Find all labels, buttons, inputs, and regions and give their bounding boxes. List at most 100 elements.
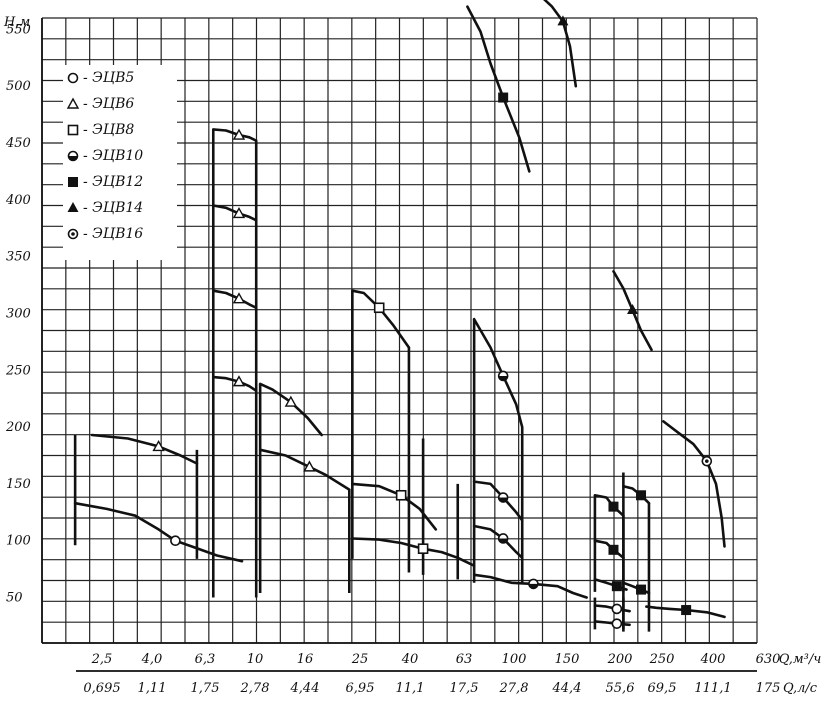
curve-half-circle (472, 480, 524, 522)
marker-open-square (373, 302, 385, 314)
marker-dot-circle-dot (705, 459, 709, 463)
marker-open-triangle (152, 439, 165, 452)
x-tick-label-m3h: 630 (756, 652, 781, 667)
x-tick-label-ls: 44,4 (552, 681, 582, 696)
curve-open-circle (593, 604, 631, 613)
x-tick-label-ls: 17,5 (450, 681, 479, 696)
marker-open-triangle (232, 128, 246, 140)
legend-label: - ЭЦВ6 (83, 96, 134, 112)
y-axis-label: H,м (3, 15, 30, 30)
x-tick-label-m3h: 200 (607, 652, 633, 667)
y-tick-label: 150 (6, 477, 31, 492)
marker-open-circle (170, 535, 181, 547)
curve-open-triangle (212, 289, 258, 310)
legend: - ЭЦВ5 - ЭЦВ6 - ЭЦВ8 - ЭЦВ10 - ЭЦВ12 - ЭЦВ14 -… (63, 65, 177, 260)
x-axis-label-m3h: Q,м³/ч (779, 652, 822, 667)
legend-label: - ЭЦВ10 (83, 148, 143, 164)
y-tick-label: 300 (6, 306, 31, 321)
legend-label: - ЭЦВ14 (83, 200, 143, 216)
curve-filled-square (466, 5, 531, 173)
curve-open-square (350, 537, 476, 568)
marker-open-square (67, 124, 79, 136)
y-tick-label: 350 (6, 250, 31, 265)
x-tick-label-m3h: 10 (247, 652, 264, 667)
x-tick-label-ls: 0,695 (83, 681, 120, 696)
legend-box (63, 65, 177, 260)
y-tick-label: 200 (5, 420, 31, 435)
curve-dot-circle (662, 420, 726, 548)
axes (41, 18, 757, 672)
x-tick-label-ls: 11,1 (396, 681, 425, 696)
marker-filled-square (636, 584, 647, 595)
marker-open-triangle (66, 97, 80, 109)
marker-open-square (395, 489, 407, 501)
x-tick-label-ls: 1,75 (191, 681, 220, 696)
marker-half-circle-fill (68, 156, 78, 161)
y-tick-label: 50 (6, 591, 23, 606)
marker-half-circle-fill (528, 583, 538, 589)
marker-filled-square (681, 605, 692, 616)
marker-half-circle-fill (498, 538, 508, 543)
marker-filled-triangle (627, 304, 639, 315)
x-tick-label-m3h: 40 (401, 652, 419, 667)
legend-label: - ЭЦВ5 (83, 70, 134, 86)
marker-open-square (417, 543, 429, 554)
marker-filled-square (611, 581, 622, 592)
marker-open-triangle (284, 395, 298, 407)
curve-open-circle (73, 501, 244, 563)
marker-filled-square (608, 544, 619, 555)
curve-half-circle (472, 317, 524, 429)
x-tick-label-ls: 1,11 (138, 681, 167, 696)
legend-label: - ЭЦВ8 (83, 122, 134, 138)
x-tick-label-ls: 2,78 (240, 681, 270, 696)
curve-open-triangle (90, 433, 199, 465)
x-tick-label-m3h: 63 (456, 652, 473, 667)
curve-open-triangle (258, 382, 324, 437)
marker-filled-square (68, 177, 78, 187)
curve-markers (152, 15, 713, 629)
x-tick-label-m3h: 25 (351, 652, 369, 667)
x-tick-label-m3h: 6,3 (195, 652, 216, 667)
x-tick-label-ls: 111,1 (694, 681, 731, 696)
x-tick-label-m3h: 2,5 (91, 652, 113, 667)
curve-half-circle (472, 524, 524, 560)
marker-filled-square (498, 92, 509, 103)
x-tick-label-m3h: 16 (297, 652, 314, 667)
x-tick-label-ls: 4,44 (290, 681, 320, 696)
marker-open-circle (611, 603, 623, 615)
marker-filled-triangle (557, 15, 569, 26)
x-tick-label-ls: 27,8 (499, 681, 529, 696)
y-tick-label: 450 (5, 136, 31, 151)
curve-filled-square (645, 605, 726, 619)
x-tick-label-m3h: 250 (649, 652, 675, 667)
marker-open-circle (67, 72, 79, 84)
curve-open-square (350, 289, 411, 349)
y-tick-label: 500 (6, 79, 31, 94)
legend-label: - ЭЦВ12 (83, 174, 143, 190)
x-tick-label-m3h: 150 (555, 652, 580, 667)
y-tick-label: 100 (6, 534, 31, 549)
x-tick-label-ls: 55,6 (606, 681, 635, 696)
x-tick-label-ls: 6,95 (346, 681, 375, 696)
x-tick-label-m3h: 4,0 (141, 652, 163, 667)
y-tick-label: 250 (5, 363, 31, 378)
marker-dot-circle-dot (71, 232, 75, 236)
marker-filled-square (636, 490, 647, 501)
marker-half-circle-fill (498, 497, 508, 503)
marker-open-triangle (232, 207, 246, 219)
y-tick-label: 400 (5, 193, 31, 208)
x-tick-label-ls: 69,5 (648, 681, 677, 696)
curve-filled-triangle (543, 0, 578, 88)
marker-open-triangle (303, 460, 316, 472)
y-tick-label: 550 (6, 22, 31, 37)
x-tick-label-m3h: 100 (502, 652, 527, 667)
marker-half-circle-fill (498, 375, 508, 381)
marker-open-triangle (232, 375, 246, 387)
marker-filled-triangle (67, 202, 79, 212)
marker-open-circle (611, 618, 623, 629)
marker-filled-square (608, 501, 619, 512)
marker-open-triangle (232, 292, 246, 304)
x-tick-label-ls: 175 (756, 681, 781, 696)
